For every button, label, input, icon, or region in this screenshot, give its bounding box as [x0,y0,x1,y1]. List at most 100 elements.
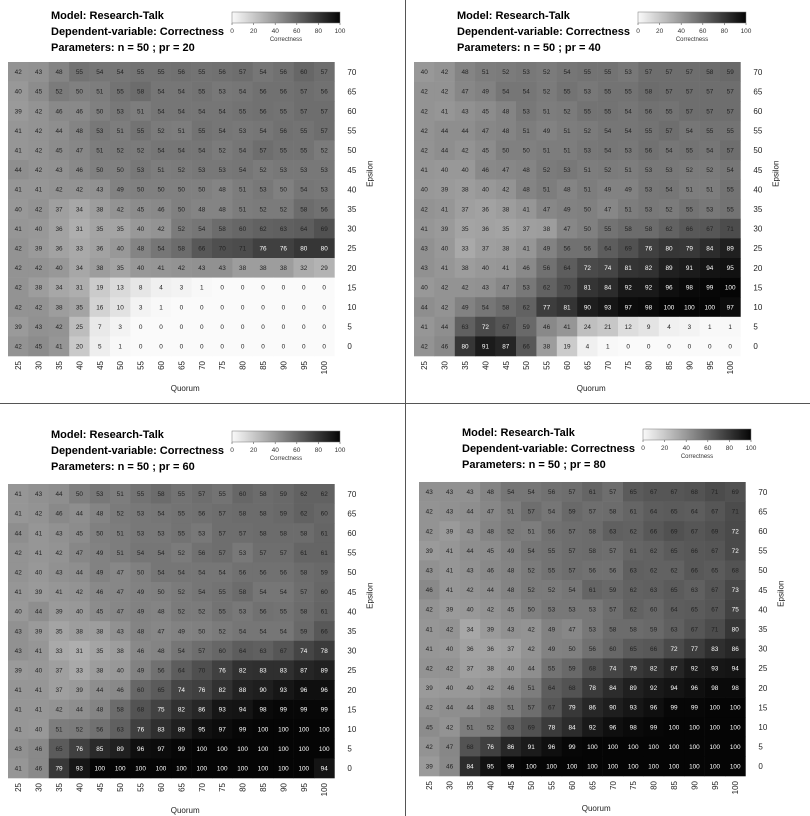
heatmap-cell [273,523,294,544]
heatmap-cell [110,199,131,220]
heatmap-cell [171,62,192,82]
heatmap-cell-label: 0 [220,304,224,311]
y-tick-label: 55 [347,549,356,558]
heatmap-cell [663,599,685,620]
heatmap-cell [48,582,70,602]
heatmap-cell-label: 100 [196,746,207,753]
heatmap-cell [28,258,50,278]
heatmap-cell-label: 100 [298,766,309,773]
y-tick-label: 50 [758,566,767,575]
heatmap-cell [725,540,746,561]
heatmap-cell-label: 57 [239,530,247,537]
heatmap-cell-label: 53 [584,148,592,155]
heatmap-cell [273,258,294,278]
heatmap-cell-label: 54 [482,304,490,311]
heatmap-cell [725,501,746,522]
heatmap-cell [110,62,131,82]
heatmap-cell-label: 51 [239,206,247,213]
heatmap-cell [602,756,624,777]
heatmap-cell-label: 100 [689,724,700,731]
heatmap-cell [480,658,501,679]
heatmap-cell-label: 53 [568,607,576,614]
heatmap-cell [556,81,578,102]
heatmap-cell-label: 42 [441,69,449,76]
heatmap-cell [720,258,741,278]
heatmap-cell [541,678,563,698]
heatmap-cell [232,562,254,583]
heatmap-cell-label: 50 [178,187,186,194]
heatmap-cell [541,756,563,777]
heatmap-cell-label: 46 [487,568,495,575]
heatmap-cell-label: 37 [466,666,474,673]
heatmap-cell-label: 48 [461,69,469,76]
heatmap-cell [582,619,603,640]
heatmap-cell [191,316,213,337]
heatmap-cell-label: 55 [137,491,145,498]
heatmap-cell [495,179,517,200]
heatmap-cell [459,638,481,659]
heatmap-cell-label: 58 [609,509,617,516]
heatmap-cell-label: 35 [96,648,104,655]
heatmap-cell [110,601,131,622]
heatmap-cell-label: 52 [76,726,84,733]
heatmap-cell [475,62,496,82]
heatmap-cell-label: 51 [625,206,633,213]
heatmap-cell [516,81,537,102]
heatmap-cell-label: 51 [239,187,247,194]
heatmap-cell [314,258,335,278]
heatmap-cell-label: 46 [523,265,531,272]
heatmap-cell [643,482,665,502]
heatmap-panel-3: Model: Research-Talk Dependent-variable:… [0,413,405,816]
heatmap-cell-label: 70 [198,668,206,675]
heatmap-cell-label: 63 [670,626,678,633]
heatmap-cell [150,680,172,700]
heatmap-cell-label: 0 [708,344,712,351]
heatmap-cell [8,140,29,161]
heatmap-cell [191,719,213,740]
heatmap-cell-label: 56 [563,246,571,253]
x-tick-label: 25 [425,780,434,789]
heatmap-cell-label: 43 [198,265,206,272]
heatmap-cell-label: 55 [604,89,612,96]
heatmap-cell [495,258,517,278]
y-axis-label: Epsilon [771,161,780,187]
heatmap-cell [684,540,705,561]
heatmap-cell-label: 50 [137,570,145,577]
heatmap-cell-label: 57 [300,589,308,596]
heatmap-cell [89,62,111,82]
heatmap-cell [252,199,274,220]
heatmap-cell-label: 3 [688,324,692,331]
heatmap-cell [623,521,644,542]
heatmap-cell [89,238,111,259]
heatmap-cell-label: 52 [706,167,714,174]
heatmap-cell-label: 0 [180,304,184,311]
heatmap-cell [618,336,639,357]
heatmap-cell-label: 64 [548,685,556,692]
heatmap-cell-label: 54 [563,69,571,76]
heatmap-cell-label: 99 [568,744,576,751]
heatmap-cell [28,179,50,200]
heatmap-cell-label: 100 [587,744,598,751]
heatmap-cell [541,560,563,581]
heatmap-cell-label: 40 [15,89,23,96]
heatmap-cell [212,503,233,524]
heatmap-cell [582,697,603,718]
heatmap-cell [643,501,665,522]
y-tick-label: 35 [758,625,767,634]
heatmap-cell [638,160,660,180]
heatmap-cell [314,81,335,102]
heatmap-cell [232,640,254,661]
heatmap-cell [561,580,583,600]
heatmap-cell-label: 62 [630,528,638,535]
heatmap-cell-label: 5 [98,344,102,351]
heatmap-cell [69,238,90,259]
heatmap-cell-label: 51 [584,167,592,174]
heatmap-cell-label: 99 [691,705,699,712]
heatmap-cell-label: 53 [523,108,531,115]
heatmap-cell [252,160,274,180]
heatmap-cell-label: 45 [55,148,63,155]
heatmap-cell-label: 100 [689,744,700,751]
heatmap-cell-label: 24 [584,324,592,331]
heatmap-cell-label: 41 [563,324,571,331]
heatmap-cell [521,521,542,542]
